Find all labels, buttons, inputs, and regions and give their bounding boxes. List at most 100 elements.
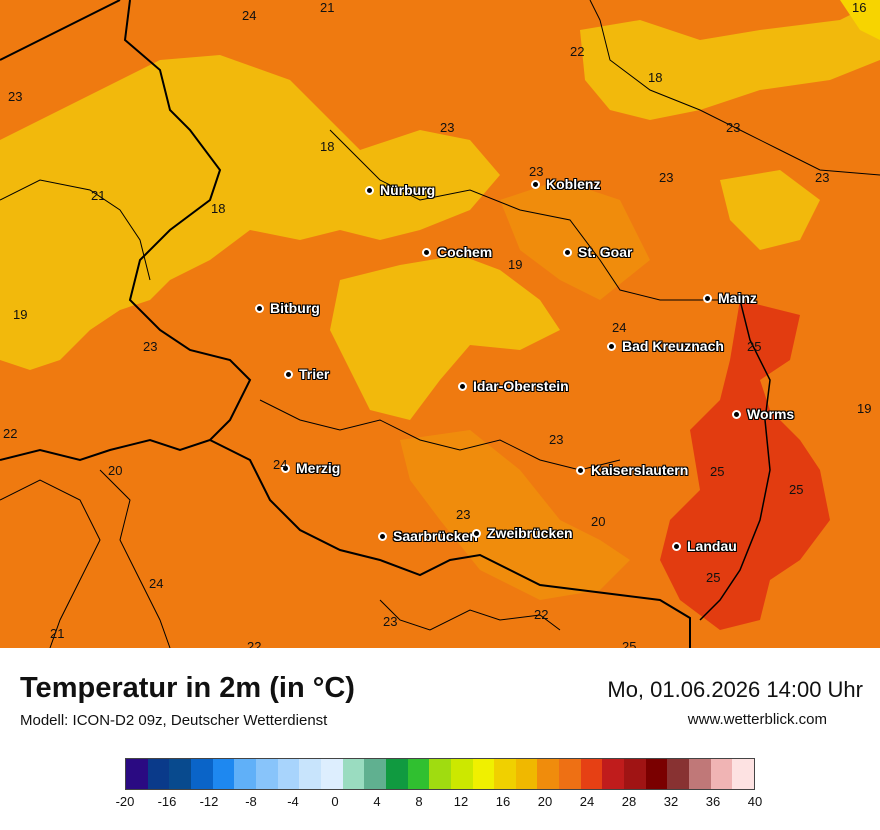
city-dot (576, 465, 585, 475)
cold-spot (840, 0, 880, 40)
temp-value: 23 (456, 507, 471, 522)
cool-zone-east (720, 170, 820, 250)
color-scale-tick: 32 (663, 794, 679, 809)
color-scale-segment (212, 759, 235, 789)
city-dot (732, 409, 741, 419)
color-scale-segment (494, 759, 516, 789)
color-scale-segment (169, 759, 191, 789)
city-label: Merzig (296, 460, 341, 476)
city-label: Trier (299, 366, 330, 382)
color-scale (125, 758, 755, 790)
city-label: Bitburg (270, 300, 320, 316)
color-scale-segment (385, 759, 408, 789)
city-dot (365, 185, 374, 195)
temp-value: 19 (13, 307, 28, 322)
city-marker: Kaiserslautern (576, 462, 688, 478)
temp-value: 23 (726, 120, 741, 135)
color-scale-segment (126, 759, 148, 789)
temp-value: 23 (529, 164, 544, 179)
temp-value: 23 (143, 339, 158, 354)
city-dot (422, 247, 431, 257)
temp-value: 16 (852, 0, 867, 15)
temp-value: 22 (570, 44, 585, 59)
color-scale-segment (537, 759, 560, 789)
city-marker: Trier (284, 366, 329, 382)
city-dot (672, 541, 681, 551)
color-scale-tick: 0 (331, 794, 339, 809)
temperature-map: Nürburg Koblenz Cochem St. Goar Bitburg … (0, 0, 880, 648)
color-scale-segment (689, 759, 711, 789)
city-marker: Cochem (422, 244, 492, 260)
city-dot (703, 293, 712, 303)
color-scale-tick: 40 (747, 794, 763, 809)
color-scale-segment (710, 759, 733, 789)
city-label: Zweibrücken (487, 525, 573, 541)
city-marker: Idar-Oberstein (458, 378, 569, 394)
city-label: Bad Kreuznach (622, 338, 724, 354)
temp-value: 23 (549, 432, 564, 447)
color-scale-segment (299, 759, 321, 789)
city-label: Nürburg (380, 182, 436, 198)
border-line (0, 0, 121, 61)
city-label: Landau (687, 538, 737, 554)
transition-zone (500, 180, 650, 300)
website-link[interactable]: www.wetterblick.com (687, 711, 827, 728)
color-scale-tick: 16 (495, 794, 511, 809)
color-scale-segment (515, 759, 538, 789)
city-label: Idar-Oberstein (473, 378, 569, 394)
city-dot (255, 303, 264, 313)
district-line-2 (329, 129, 720, 301)
city-dot (472, 528, 481, 538)
district-line-4 (259, 399, 621, 471)
temp-value: 23 (383, 614, 398, 629)
city-marker: St. Goar (563, 244, 632, 260)
temp-value: 25 (622, 639, 637, 648)
city-label: Koblenz (546, 176, 601, 192)
color-scale-ticks: -20 -16 -12 -8 -4 0 4 8 12 16 20 24 28 32 36 40 (116, 794, 763, 814)
city-marker: Bitburg (255, 300, 320, 316)
color-scale-tick: 28 (621, 794, 637, 809)
color-scale-tick: -8 (245, 794, 257, 809)
temp-value: 21 (320, 0, 335, 15)
city-marker: Zweibrücken (472, 525, 573, 541)
temp-value: 24 (149, 576, 164, 591)
temp-value: 18 (211, 201, 226, 216)
color-scale-segment (190, 759, 213, 789)
color-scale-segment (320, 759, 343, 789)
temp-value: 20 (591, 514, 606, 529)
map-title: Temperatur in 2m (in °C) (20, 672, 355, 704)
temp-value: 19 (857, 401, 872, 416)
temp-value: 18 (320, 139, 335, 154)
color-scale-segment (580, 759, 603, 789)
map-footer: Temperatur in 2m (in °C) Modell: ICON-D2… (0, 648, 880, 830)
color-scale-segment (234, 759, 256, 789)
temp-value: 22 (247, 639, 262, 648)
temp-value: 23 (815, 170, 830, 185)
city-label: Kaiserslautern (591, 462, 689, 478)
color-scale-segment (364, 759, 386, 789)
color-scale-tick: -12 (199, 794, 219, 809)
color-scale-segment (602, 759, 625, 789)
rhine-border (699, 299, 771, 621)
city-dot (378, 531, 387, 541)
color-scale-tick: -4 (287, 794, 299, 809)
temp-value: 23 (8, 89, 23, 104)
city-label: Cochem (437, 244, 493, 260)
city-label: Saarbrücken (393, 528, 478, 544)
color-scale-segment (147, 759, 170, 789)
temp-value: 24 (242, 8, 257, 23)
color-scale-segment (645, 759, 668, 789)
cool-zone-north (0, 55, 500, 370)
city-label: St. Goar (578, 244, 633, 260)
city-marker: Worms (732, 406, 794, 422)
city-marker: Nürburg (365, 182, 435, 198)
city-dot (284, 369, 293, 379)
city-dot (531, 179, 540, 189)
city-marker: Bad Kreuznach (607, 338, 724, 354)
temp-value: 19 (508, 257, 523, 272)
temp-value: 25 (747, 339, 762, 354)
color-scale-segment (559, 759, 581, 789)
color-scale-segment (472, 759, 495, 789)
city-marker: Mainz (703, 290, 757, 306)
color-scale-tick: 12 (453, 794, 469, 809)
